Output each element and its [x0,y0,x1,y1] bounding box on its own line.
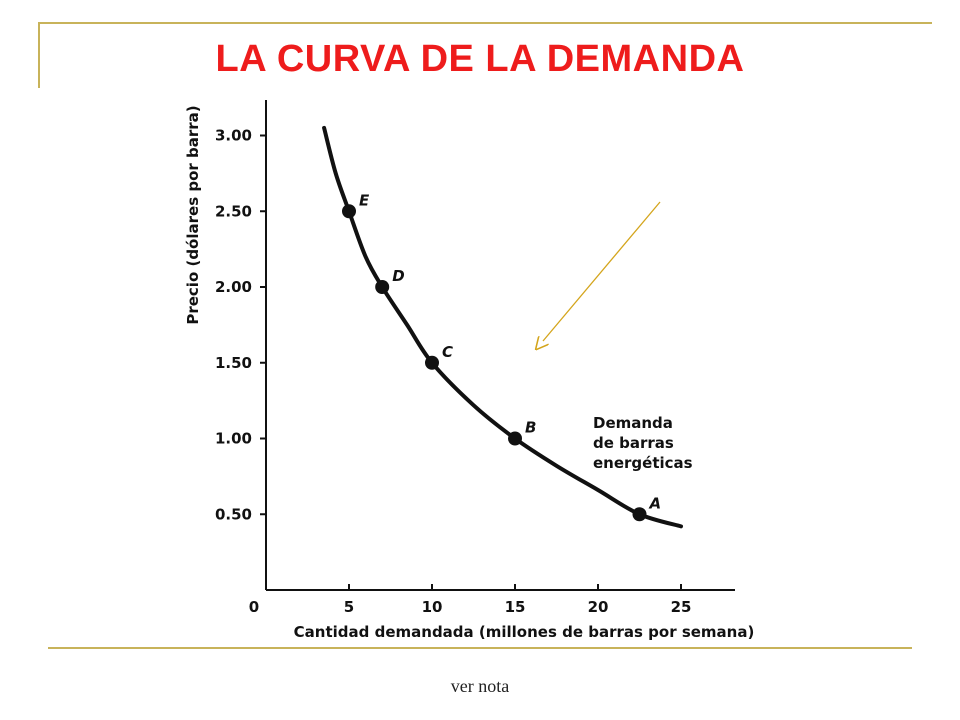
bottom-rule [48,647,912,649]
demand-point-e [342,204,356,219]
left-rule [38,22,40,88]
x-tick-label: 25 [671,598,692,616]
y-tick-label: 1.00 [215,430,252,448]
point-label-e: E [359,191,370,209]
y-tick-label: 2.50 [215,202,252,220]
x-ticks: 0 5 10 15 20 25 [249,584,692,616]
y-tick-label: 1.50 [215,354,252,372]
y-ticks: 0.50 1.00 1.50 2.00 2.50 3.00 [215,127,266,523]
curve-annotation: Demanda de barras energéticas [593,414,693,472]
pointer-arrow [543,201,661,341]
slide-title: LA CURVA DE LA DEMANDA [215,38,745,80]
demand-points: A B C D E [342,191,662,522]
x-tick-label: 15 [505,598,526,616]
x-tick-label: 5 [344,598,354,616]
chart-axes [265,100,735,591]
y-tick-label: 2.00 [215,278,252,296]
point-label-b: B [525,419,536,437]
point-label-a: A [649,494,662,512]
annotation-line-1: Demanda [593,414,673,432]
x-tick-label: 20 [588,598,609,616]
top-rule [40,22,932,24]
y-tick-label: 0.50 [215,505,252,523]
x-tick-label: 10 [422,598,443,616]
demand-point-d [375,280,390,294]
point-label-d: D [392,267,404,285]
demand-point-a [632,507,647,522]
x-axis-title: Cantidad demandada (millones de barras p… [294,623,755,641]
y-tick-label: 3.00 [215,127,252,145]
footer-note: ver nota [450,676,510,696]
annotation-line-2: de barras [593,434,674,452]
x-tick-label: 0 [249,598,259,616]
annotation-line-3: energéticas [593,454,693,472]
y-axis-title: Precio (dólares por barra) [184,105,202,324]
demand-point-c [425,355,439,370]
point-label-c: C [442,343,453,361]
demand-point-b [508,431,522,446]
